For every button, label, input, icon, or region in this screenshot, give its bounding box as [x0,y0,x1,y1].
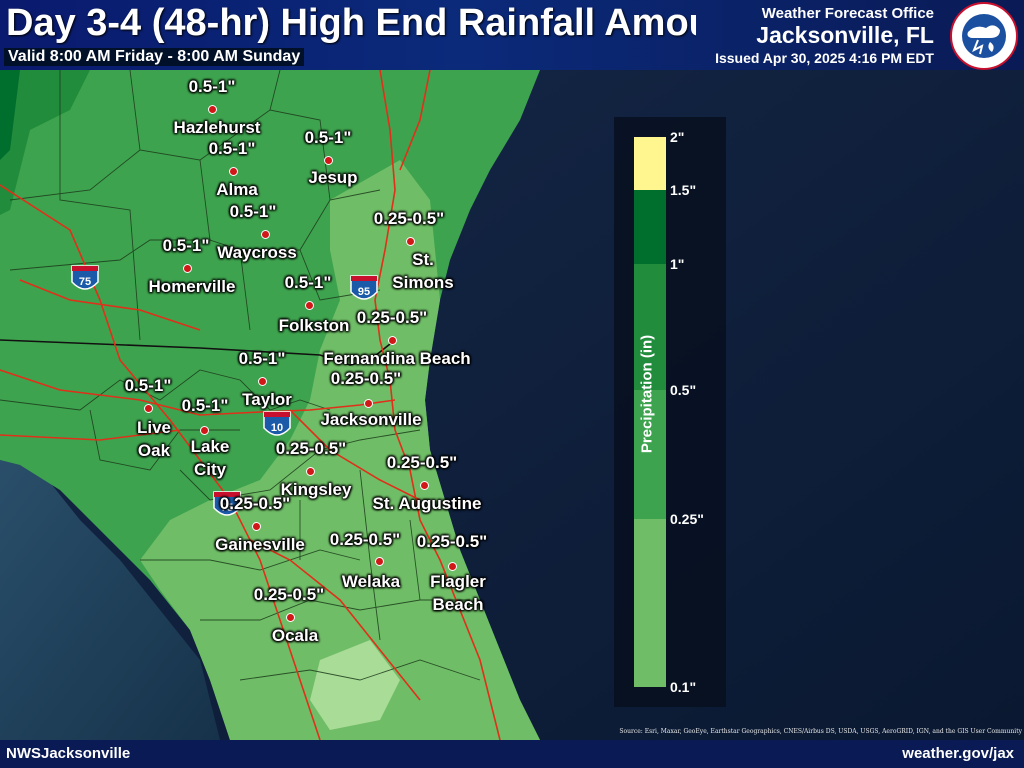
city-amount-label: 0.25-0.5" [356,308,428,327]
state-line [0,339,396,366]
city-amount-label: 0.25-0.5" [219,494,291,513]
city-name-label: Hazlehurst [173,118,261,137]
city-marker [182,263,192,273]
legend-tick-label: 0.5" [670,382,697,398]
city-amount-label: 0.25-0.5" [416,532,488,551]
city-name-label: Jesup [308,168,358,187]
city-name-label: Kingsley [280,480,352,499]
city-name-label: St. Simons [392,250,454,292]
legend-tick-label: 2" [670,129,685,145]
city-amount-label: 0.5-1" [188,77,236,96]
city-marker [387,335,397,345]
county-lines [0,69,481,681]
interstate-95-label: 95 [358,286,370,298]
nws-logo-icon [950,2,1018,70]
city-marker [447,561,457,571]
legend-color-band [634,137,666,190]
city-amount-label: 0.25-0.5" [329,530,401,549]
zone-1-15 [0,70,90,215]
footer-social: NWSJacksonville [6,745,131,762]
legend-color-band [634,190,666,264]
city-marker [199,425,209,435]
city-amount-label: 0.5-1" [284,273,332,292]
city-amount-label: 0.25-0.5" [373,209,445,228]
city-name-label: Alma [216,180,258,199]
city-name-label: Gainesville [215,535,305,554]
city-marker [305,466,315,476]
valid-period: Valid 8:00 AM Friday - 8:00 AM Sunday [4,48,305,66]
city-amount-label: 0.25-0.5" [386,453,458,472]
city-name-label: Flagler Beach [430,572,486,614]
footer-bar: NWSJacksonville weather.gov/jax [0,740,1024,768]
zone-15-2-edge [0,70,20,160]
city-marker [405,236,415,246]
city-name-label: Taylor [242,390,292,409]
city-name-label: Ocala [271,626,319,645]
city-name-label: Folkston [278,316,350,335]
city-marker [143,403,153,413]
city-amount-label: 0.5-1" [181,396,229,415]
city-name-label: Jacksonville [320,410,422,429]
legend-panel [614,117,726,707]
city-name-label: Live Oak [136,418,172,460]
zone-025-05 [140,160,540,740]
legend-tick-label: 1.5" [670,182,697,198]
city-marker [257,376,267,386]
city-name-label: Homerville [148,277,236,296]
city-amount-label: 0.25-0.5" [253,585,325,604]
city-amount-label: 0.5-1" [162,236,210,255]
legend-title: Precipitation (in) [638,334,656,454]
legend-color-band [634,390,666,519]
issued-time: Issued Apr 30, 2025 4:16 PM EDT [715,50,934,66]
city-name-label: Welaka [341,572,401,591]
zone-01-025 [310,640,400,730]
interstate-75-label-south: 75 [221,502,233,514]
city-marker [363,398,373,408]
interstate-95-shield: 95 [350,275,378,300]
interstate-75-shield-north: 75 [71,265,99,290]
city-marker [374,556,384,566]
city-marker [260,229,270,239]
office-label: Weather Forecast Office [761,5,934,22]
office-city: Jacksonville, FL [756,22,934,48]
legend-color-band [634,519,666,687]
city-marker [323,155,333,165]
city-marker [251,521,261,531]
legend-color-band [634,264,666,390]
city-marker [228,166,238,176]
interstate-10-label: 10 [271,422,283,434]
city-amount-label: 0.5-1" [238,349,286,368]
interstate-75-shield-south: 75 [213,491,241,516]
map-source: Source: Esri, Maxar, GeoEye, Earthstar G… [619,728,1022,735]
footer-website: weather.gov/jax [902,745,1014,762]
legend-tick-label: 0.1" [670,679,697,695]
city-marker [419,480,429,490]
city-name-label: Lake City [190,437,230,479]
city-amount-label: 0.5-1" [208,139,256,158]
city-name-label: St. Augustine [372,494,482,513]
city-amount-label: 0.5-1" [304,128,352,147]
interstate-10-shield: 10 [263,411,291,436]
city-amount-label: 0.5-1" [229,202,277,221]
page-title: Day 3-4 (48-hr) High End Rainfall Amount… [6,2,696,44]
interstate-75-label: 75 [79,276,91,288]
city-marker [304,300,314,310]
city-amount-label: 0.25-0.5" [330,369,402,388]
gulf-water [0,460,220,740]
city-marker [285,612,295,622]
city-amount-label: 0.25-0.5" [275,439,347,458]
city-name-label: Fernandina Beach [323,349,471,368]
legend-tick-label: 1" [670,256,685,272]
header-bar: Day 3-4 (48-hr) High End Rainfall Amount… [0,0,1024,70]
legend-tick-label: 0.25" [670,511,704,527]
city-name-label: Waycross [217,243,297,262]
city-amount-label: 0.5-1" [124,376,172,395]
city-marker [207,104,217,114]
